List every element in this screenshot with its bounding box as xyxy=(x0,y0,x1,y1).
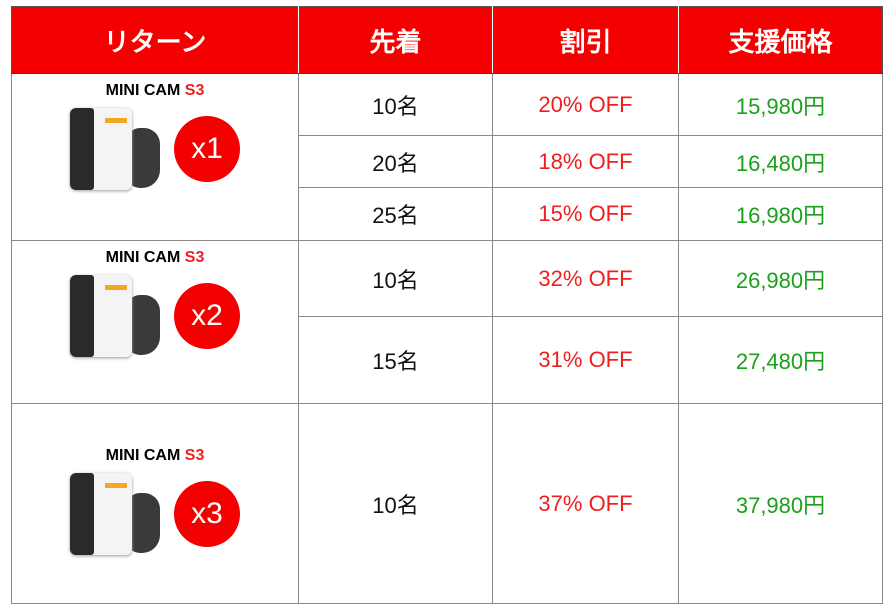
camera-image xyxy=(70,472,162,555)
header-first-come: 先着 xyxy=(298,6,493,74)
product-model: S3 xyxy=(184,249,205,266)
table-row: MINI CAM S3 x1 10名 20% OFF 15,980円 xyxy=(11,73,883,241)
table-row: 15名 31% OFF 27,480円 xyxy=(12,316,883,404)
camera-image xyxy=(70,275,162,357)
header-reward: リターン xyxy=(11,6,299,74)
slots-cell: 10名 xyxy=(298,73,493,136)
slots-cell: 10名 xyxy=(298,403,493,604)
quantity-badge: x2 xyxy=(174,283,240,349)
discount-cell: 15% OFF xyxy=(492,187,679,241)
product-name: MINI CAM S3 xyxy=(12,82,298,100)
camera-image xyxy=(70,108,162,190)
product-image: x1 xyxy=(70,108,240,190)
header-discount: 割引 xyxy=(492,6,679,74)
discount-cell: 32% OFF xyxy=(492,240,679,317)
slots-cell: 15名 xyxy=(298,316,493,404)
header-row: リターン 先着 割引 支援価格 xyxy=(11,6,883,74)
product-name: MINI CAM S3 xyxy=(12,249,298,267)
discount-cell: 31% OFF xyxy=(492,316,679,404)
product-cell: MINI CAM S3 x1 xyxy=(11,73,299,241)
discount-cell: 37% OFF xyxy=(492,403,679,604)
table-row: 20名 18% OFF 16,480円 xyxy=(12,135,883,188)
product-model: S3 xyxy=(184,446,205,464)
product-cell: MINI CAM S3 x2 xyxy=(11,240,299,404)
price-cell: 15,980円 xyxy=(678,73,883,136)
product-cell: MINI CAM S3 x3 xyxy=(11,403,299,604)
discount-cell: 18% OFF xyxy=(492,135,679,188)
product-label: MINI CAM xyxy=(105,446,185,464)
product-model: S3 xyxy=(184,82,205,99)
product-label: MINI CAM xyxy=(105,249,185,266)
quantity-badge: x3 xyxy=(174,480,240,547)
slots-cell: 20名 xyxy=(298,135,493,188)
slots-cell: 25名 xyxy=(298,187,493,241)
price-cell: 27,480円 xyxy=(678,316,883,404)
header-support-price: 支援価格 xyxy=(678,6,883,74)
quantity-badge: x1 xyxy=(174,116,240,182)
table-row: MINI CAM S3 x2 10名 32% OFF 26,980円 xyxy=(11,240,883,404)
product-name: MINI CAM S3 xyxy=(12,447,298,465)
product-image: x3 xyxy=(70,472,240,555)
discount-cell: 20% OFF xyxy=(492,73,679,136)
price-cell: 16,980円 xyxy=(678,187,883,241)
price-cell: 37,980円 xyxy=(678,403,883,604)
price-cell: 16,480円 xyxy=(678,135,883,188)
product-label: MINI CAM xyxy=(105,82,185,99)
product-image: x2 xyxy=(70,275,240,357)
pricing-table: リターン 先着 割引 支援価格 MINI CAM S3 x1 10名 20% OF… xyxy=(11,6,883,604)
slots-cell: 10名 xyxy=(298,240,493,317)
table-row: MINI CAM S3 x3 10名 37% OFF 37,980円 xyxy=(11,403,883,604)
price-cell: 26,980円 xyxy=(678,240,883,317)
